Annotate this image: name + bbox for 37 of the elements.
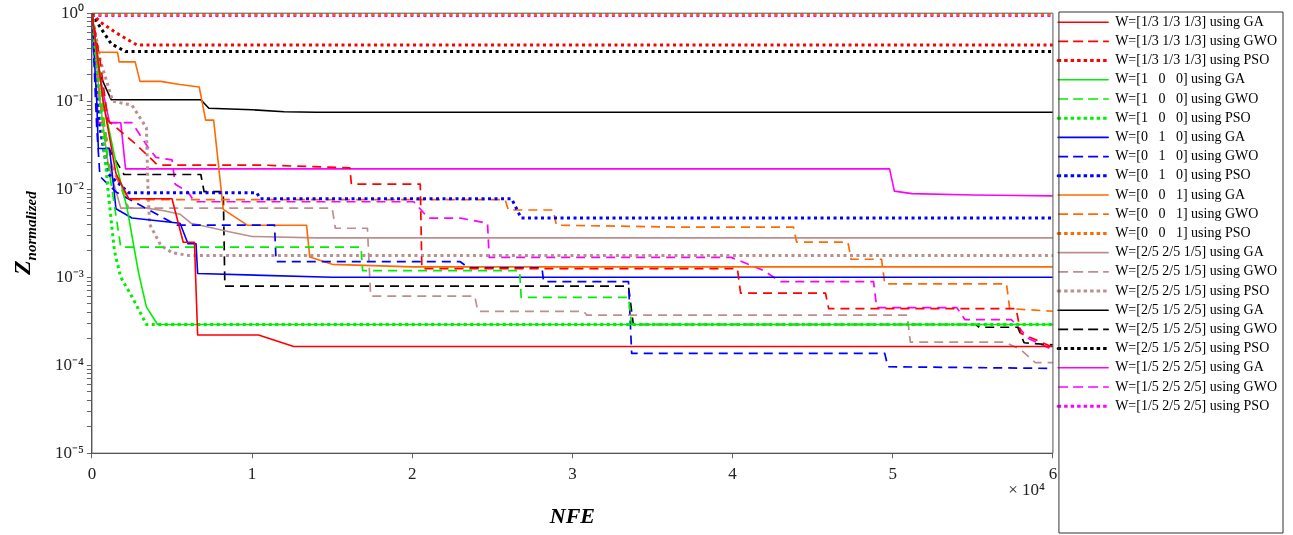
x-tick-label: 3 [568, 463, 577, 483]
x-tick-label: 1 [247, 463, 257, 483]
legend-label: W=[0 1 0] using GA [1115, 129, 1247, 145]
legend-label: W=[2/5 1/5 2/5] using GA [1115, 301, 1265, 317]
y-tick-label: 10⁻² [55, 178, 84, 198]
x-tick-label: 4 [728, 463, 738, 483]
legend-label: W=[1/5 2/5 2/5] using PSO [1115, 397, 1270, 413]
x-axis-title: NFE [548, 503, 596, 529]
legend-label: W=[2/5 1/5 2/5] using PSO [1115, 340, 1270, 356]
legend-label: W=[2/5 2/5 1/5] using GA [1115, 244, 1265, 260]
legend-label: W=[2/5 2/5 1/5] using PSO [1115, 282, 1270, 298]
legend-label: W=[0 1 0] using GWO [1115, 148, 1259, 164]
x-tick-label: 5 [888, 463, 898, 483]
legend-label: W=[0 0 1] using PSO [1115, 225, 1251, 241]
legend-label: W=[2/5 1/5 2/5] using GWO [1115, 321, 1277, 337]
legend-label: W=[1 0 0] using GWO [1115, 90, 1259, 106]
x-tick-label: 6 [1048, 463, 1058, 483]
y-tick-label: 10⁻¹ [55, 90, 84, 110]
y-tick-label: 10⁰ [60, 2, 84, 22]
legend-label: W=[0 0 1] using GA [1115, 186, 1247, 202]
legend-label: W=[1/3 1/3 1/3] using PSO [1115, 52, 1270, 68]
legend-label: W=[1 0 0] using GA [1115, 71, 1247, 87]
legend-label: W=[1 0 0] using PSO [1115, 109, 1251, 125]
y-axis-title: Znormalized [9, 190, 39, 277]
legend-label: W=[1/5 2/5 2/5] using GA [1115, 359, 1265, 375]
y-tick-label: 10⁻⁴ [54, 354, 84, 374]
legend-label: W=[1/3 1/3 1/3] using GA [1115, 13, 1265, 29]
y-tick-label: 10⁻⁵ [54, 442, 84, 462]
legend-label: W=[1/5 2/5 2/5] using GWO [1115, 378, 1277, 394]
y-tick-label: 10⁻³ [55, 266, 84, 286]
x-tick-label: 2 [408, 463, 417, 483]
legend-label: W=[1/3 1/3 1/3] using GWO [1115, 33, 1277, 49]
legend-label: W=[0 1 0] using PSO [1115, 167, 1251, 183]
legend-label: W=[0 0 1] using GWO [1115, 205, 1259, 221]
text: × 10⁴ [1008, 480, 1045, 500]
legend-label: W=[2/5 2/5 1/5] using GWO [1115, 263, 1277, 279]
x-tick-label: 0 [87, 463, 97, 483]
